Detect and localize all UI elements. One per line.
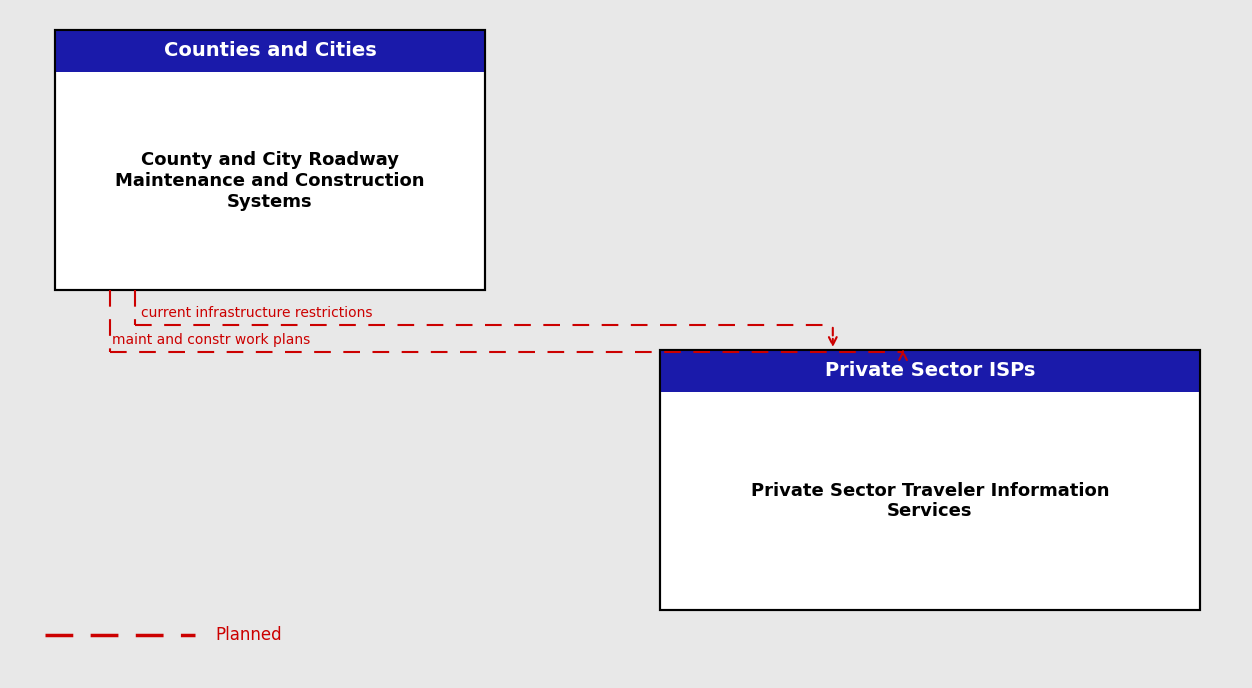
Text: Counties and Cities: Counties and Cities [164, 41, 377, 61]
Bar [660, 350, 1199, 610]
Text: Planned: Planned [215, 626, 282, 644]
Bar [55, 30, 485, 290]
Text: Private Sector ISPs: Private Sector ISPs [825, 361, 1035, 380]
Text: current infrastructure restrictions: current infrastructure restrictions [141, 306, 373, 320]
Text: County and City Roadway
Maintenance and Construction
Systems: County and City Roadway Maintenance and … [115, 151, 424, 211]
Text: Private Sector Traveler Information
Services: Private Sector Traveler Information Serv… [751, 482, 1109, 520]
Bar [660, 350, 1199, 392]
Bar [55, 30, 485, 290]
Bar [55, 30, 485, 72]
Text: maint and constr work plans: maint and constr work plans [111, 333, 310, 347]
Bar [660, 350, 1199, 610]
